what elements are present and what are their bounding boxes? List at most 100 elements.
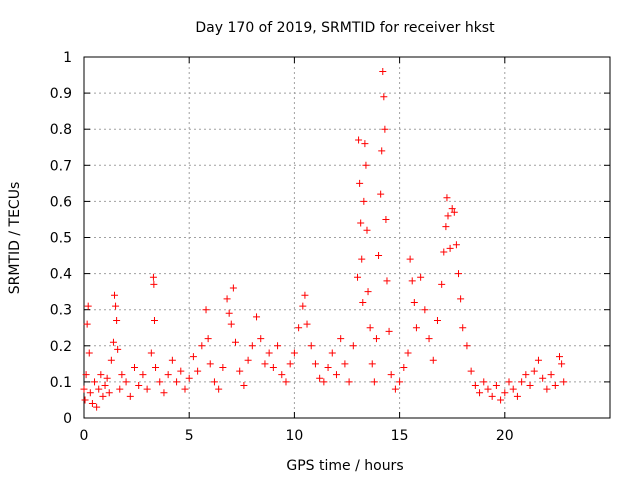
- data-point: [265, 349, 273, 357]
- data-point: [497, 396, 505, 404]
- data-point: [404, 349, 412, 357]
- data-point: [425, 335, 433, 343]
- data-point: [150, 280, 158, 288]
- data-point: [356, 179, 364, 187]
- data-point: [556, 353, 564, 361]
- data-point: [361, 140, 369, 148]
- data-point: [152, 363, 160, 371]
- data-point: [400, 363, 408, 371]
- data-point: [80, 385, 88, 393]
- data-point: [406, 255, 414, 263]
- data-point: [189, 353, 197, 361]
- data-point: [320, 378, 328, 386]
- data-point: [202, 306, 210, 314]
- data-point: [459, 324, 467, 332]
- data-point: [147, 349, 155, 357]
- data-point: [111, 291, 119, 299]
- data-point: [372, 335, 380, 343]
- data-point: [301, 291, 309, 299]
- data-point: [412, 324, 420, 332]
- data-point: [156, 378, 164, 386]
- data-point: [360, 197, 368, 205]
- data-point: [253, 313, 261, 321]
- data-point: [198, 342, 206, 350]
- data-point: [99, 392, 107, 400]
- data-point: [97, 371, 105, 379]
- data-point: [116, 385, 124, 393]
- data-point: [185, 374, 193, 382]
- data-point: [231, 338, 239, 346]
- data-point: [560, 378, 568, 386]
- data-point: [112, 302, 120, 310]
- data-point: [543, 385, 551, 393]
- data-point: [375, 252, 383, 260]
- y-tick-label: 0.4: [50, 267, 72, 283]
- data-point: [381, 125, 389, 133]
- data-point: [448, 205, 456, 213]
- data-point: [85, 349, 93, 357]
- data-point: [150, 317, 158, 325]
- data-point: [261, 360, 269, 368]
- data-point: [349, 342, 357, 350]
- y-tick-label: 0.9: [50, 86, 72, 102]
- data-point: [509, 385, 517, 393]
- data-point: [385, 327, 393, 335]
- data-point: [303, 320, 311, 328]
- data-point: [358, 255, 366, 263]
- data-point: [83, 320, 91, 328]
- data-point: [91, 378, 99, 386]
- data-point: [377, 190, 385, 198]
- data-point: [173, 378, 181, 386]
- data-point: [476, 389, 484, 397]
- data-point: [82, 371, 90, 379]
- data-point: [126, 392, 134, 400]
- data-point: [109, 338, 117, 346]
- data-point: [204, 335, 212, 343]
- y-tick-label: 1: [63, 50, 72, 66]
- data-point: [88, 400, 96, 408]
- data-point: [362, 161, 370, 169]
- x-tick-label: 10: [285, 428, 303, 444]
- data-point: [236, 367, 244, 375]
- data-point: [452, 241, 460, 249]
- data-point: [364, 288, 372, 296]
- data-point: [324, 363, 332, 371]
- data-point: [149, 273, 157, 281]
- data-point: [484, 385, 492, 393]
- data-point: [480, 378, 488, 386]
- data-point: [421, 306, 429, 314]
- data-point: [130, 363, 138, 371]
- y-tick-label: 0.1: [50, 375, 72, 391]
- data-point: [143, 385, 151, 393]
- data-point: [433, 317, 441, 325]
- data-point: [551, 382, 559, 390]
- data-point: [227, 320, 235, 328]
- y-tick-label: 0.6: [50, 194, 72, 210]
- data-point: [378, 147, 386, 155]
- data-point: [139, 371, 147, 379]
- data-points: [80, 67, 568, 411]
- data-point: [443, 194, 451, 202]
- data-point: [547, 371, 555, 379]
- data-point: [225, 309, 233, 317]
- data-point: [522, 371, 530, 379]
- data-point: [278, 371, 286, 379]
- ticks: [83, 56, 610, 419]
- x-tick-labels: 0 5 10 15 20: [80, 428, 514, 444]
- data-point: [299, 302, 307, 310]
- data-point: [95, 385, 103, 393]
- data-point: [307, 342, 315, 350]
- data-point: [488, 392, 496, 400]
- data-point: [492, 382, 500, 390]
- data-point: [269, 363, 277, 371]
- data-point: [366, 324, 374, 332]
- data-point: [311, 360, 319, 368]
- data-point: [328, 349, 336, 357]
- x-tick-label: 20: [496, 428, 514, 444]
- data-point: [240, 382, 248, 390]
- data-point: [379, 67, 387, 75]
- data-point: [450, 208, 458, 216]
- data-point: [206, 360, 214, 368]
- data-point: [457, 295, 465, 303]
- data-point: [382, 215, 390, 223]
